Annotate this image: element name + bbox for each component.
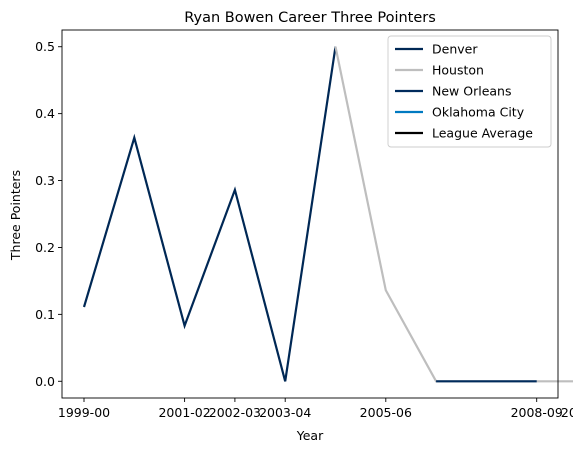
y-tick-label: 0.1 — [35, 307, 55, 322]
x-tick-label: 1999-00 — [58, 405, 110, 420]
x-tick-label: 2005-06 — [360, 405, 412, 420]
legend-label: New Orleans — [432, 84, 511, 99]
legend-label: Houston — [432, 63, 484, 78]
x-tick-label: 2001-02 — [158, 405, 210, 420]
axes-frame — [61, 29, 559, 399]
y-axis-label: Three Pointers — [8, 170, 23, 261]
legend-label: Oklahoma City — [432, 105, 525, 120]
x-tick-label: 2002-03 — [209, 405, 261, 420]
chart-title: Ryan Bowen Career Three Pointers — [184, 10, 436, 26]
x-axis-label: Year — [296, 428, 324, 443]
legend-box — [387, 35, 552, 148]
series-line-denver — [82, 46, 337, 382]
legend-label: League Average — [432, 126, 533, 141]
y-tick-label: 0.0 — [35, 374, 55, 389]
y-tick-label: 0.4 — [35, 106, 55, 121]
legend: Denver Houston New Orleans Oklahoma City Lea… — [387, 35, 552, 148]
legend-label: Denver — [432, 42, 478, 57]
y-tick-label: 0.3 — [35, 173, 55, 188]
x-tick-label: 2009-10 — [561, 405, 573, 420]
x-tick-label: 2008-09 — [511, 405, 563, 420]
y-tick-label: 0.5 — [35, 39, 55, 54]
y-tick-label: 0.2 — [35, 240, 55, 255]
x-tick-label: 2003-04 — [259, 405, 311, 420]
